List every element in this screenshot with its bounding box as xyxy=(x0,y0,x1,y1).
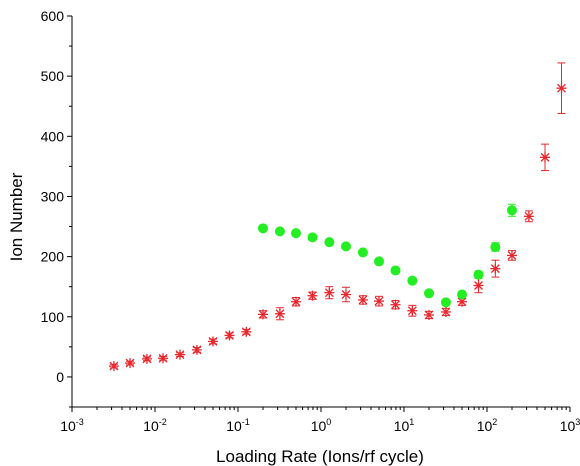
data-point xyxy=(324,237,335,248)
x-tick-label: 100 xyxy=(311,417,332,434)
x-tick-label: 103 xyxy=(560,417,580,434)
data-point xyxy=(374,256,385,267)
data-point xyxy=(357,247,368,258)
data-point xyxy=(324,287,335,298)
data-point xyxy=(274,226,285,237)
data-point xyxy=(374,296,385,307)
data-point xyxy=(490,241,501,252)
series-asterisk xyxy=(108,62,567,372)
series-circle xyxy=(257,203,517,308)
x-tick-label: 10-3 xyxy=(60,417,84,434)
data-point xyxy=(423,309,434,320)
data-point xyxy=(473,280,484,291)
x-tick-label: 102 xyxy=(477,417,498,434)
x-tick-label: 10-1 xyxy=(226,417,250,434)
y-tick-label: 0 xyxy=(56,369,64,385)
y-tick-label: 300 xyxy=(41,188,65,204)
data-point xyxy=(125,358,136,369)
data-point xyxy=(141,353,152,364)
data-point xyxy=(257,309,268,320)
data-point xyxy=(423,288,434,299)
plot-area xyxy=(108,62,567,372)
data-point xyxy=(506,205,517,216)
y-tick-label: 400 xyxy=(41,128,65,144)
data-point xyxy=(523,211,534,222)
y-axis-title: Ion Number xyxy=(7,172,26,261)
data-point xyxy=(108,361,119,372)
data-point xyxy=(506,250,517,261)
y-tick-label: 100 xyxy=(41,309,65,325)
data-point xyxy=(440,297,451,308)
data-point xyxy=(556,83,567,94)
data-point xyxy=(390,265,401,276)
data-point xyxy=(407,305,418,316)
data-point xyxy=(241,326,252,337)
data-point xyxy=(457,289,468,300)
data-point xyxy=(291,228,302,239)
data-point xyxy=(224,330,235,341)
data-point xyxy=(257,223,268,234)
data-point xyxy=(340,289,351,300)
y-tick-label: 500 xyxy=(41,68,65,84)
data-point xyxy=(390,299,401,310)
data-point xyxy=(174,349,185,360)
data-point xyxy=(540,152,551,163)
x-axis-ticks: 10-3 10-2 10-1 100 101 102 103 xyxy=(60,407,580,434)
data-point xyxy=(307,290,318,301)
y-tick-label: 600 xyxy=(41,8,65,24)
data-point xyxy=(307,232,318,243)
data-point xyxy=(158,353,169,364)
data-point xyxy=(407,275,418,286)
x-tick-label: 10-2 xyxy=(143,417,167,434)
x-axis-title: Loading Rate (Ions/rf cycle) xyxy=(216,447,424,466)
x-tick-label: 101 xyxy=(394,417,415,434)
data-point xyxy=(208,336,219,347)
axes xyxy=(71,16,570,408)
y-tick-label: 200 xyxy=(41,249,65,265)
data-point xyxy=(473,269,484,280)
data-point xyxy=(440,306,451,317)
data-point xyxy=(357,294,368,305)
data-point xyxy=(291,296,302,307)
y-axis-ticks: 0 100 200 300 400 500 600 xyxy=(41,8,72,408)
data-point xyxy=(191,344,202,355)
data-point xyxy=(274,308,285,319)
data-point xyxy=(340,241,351,252)
data-point xyxy=(490,263,501,274)
